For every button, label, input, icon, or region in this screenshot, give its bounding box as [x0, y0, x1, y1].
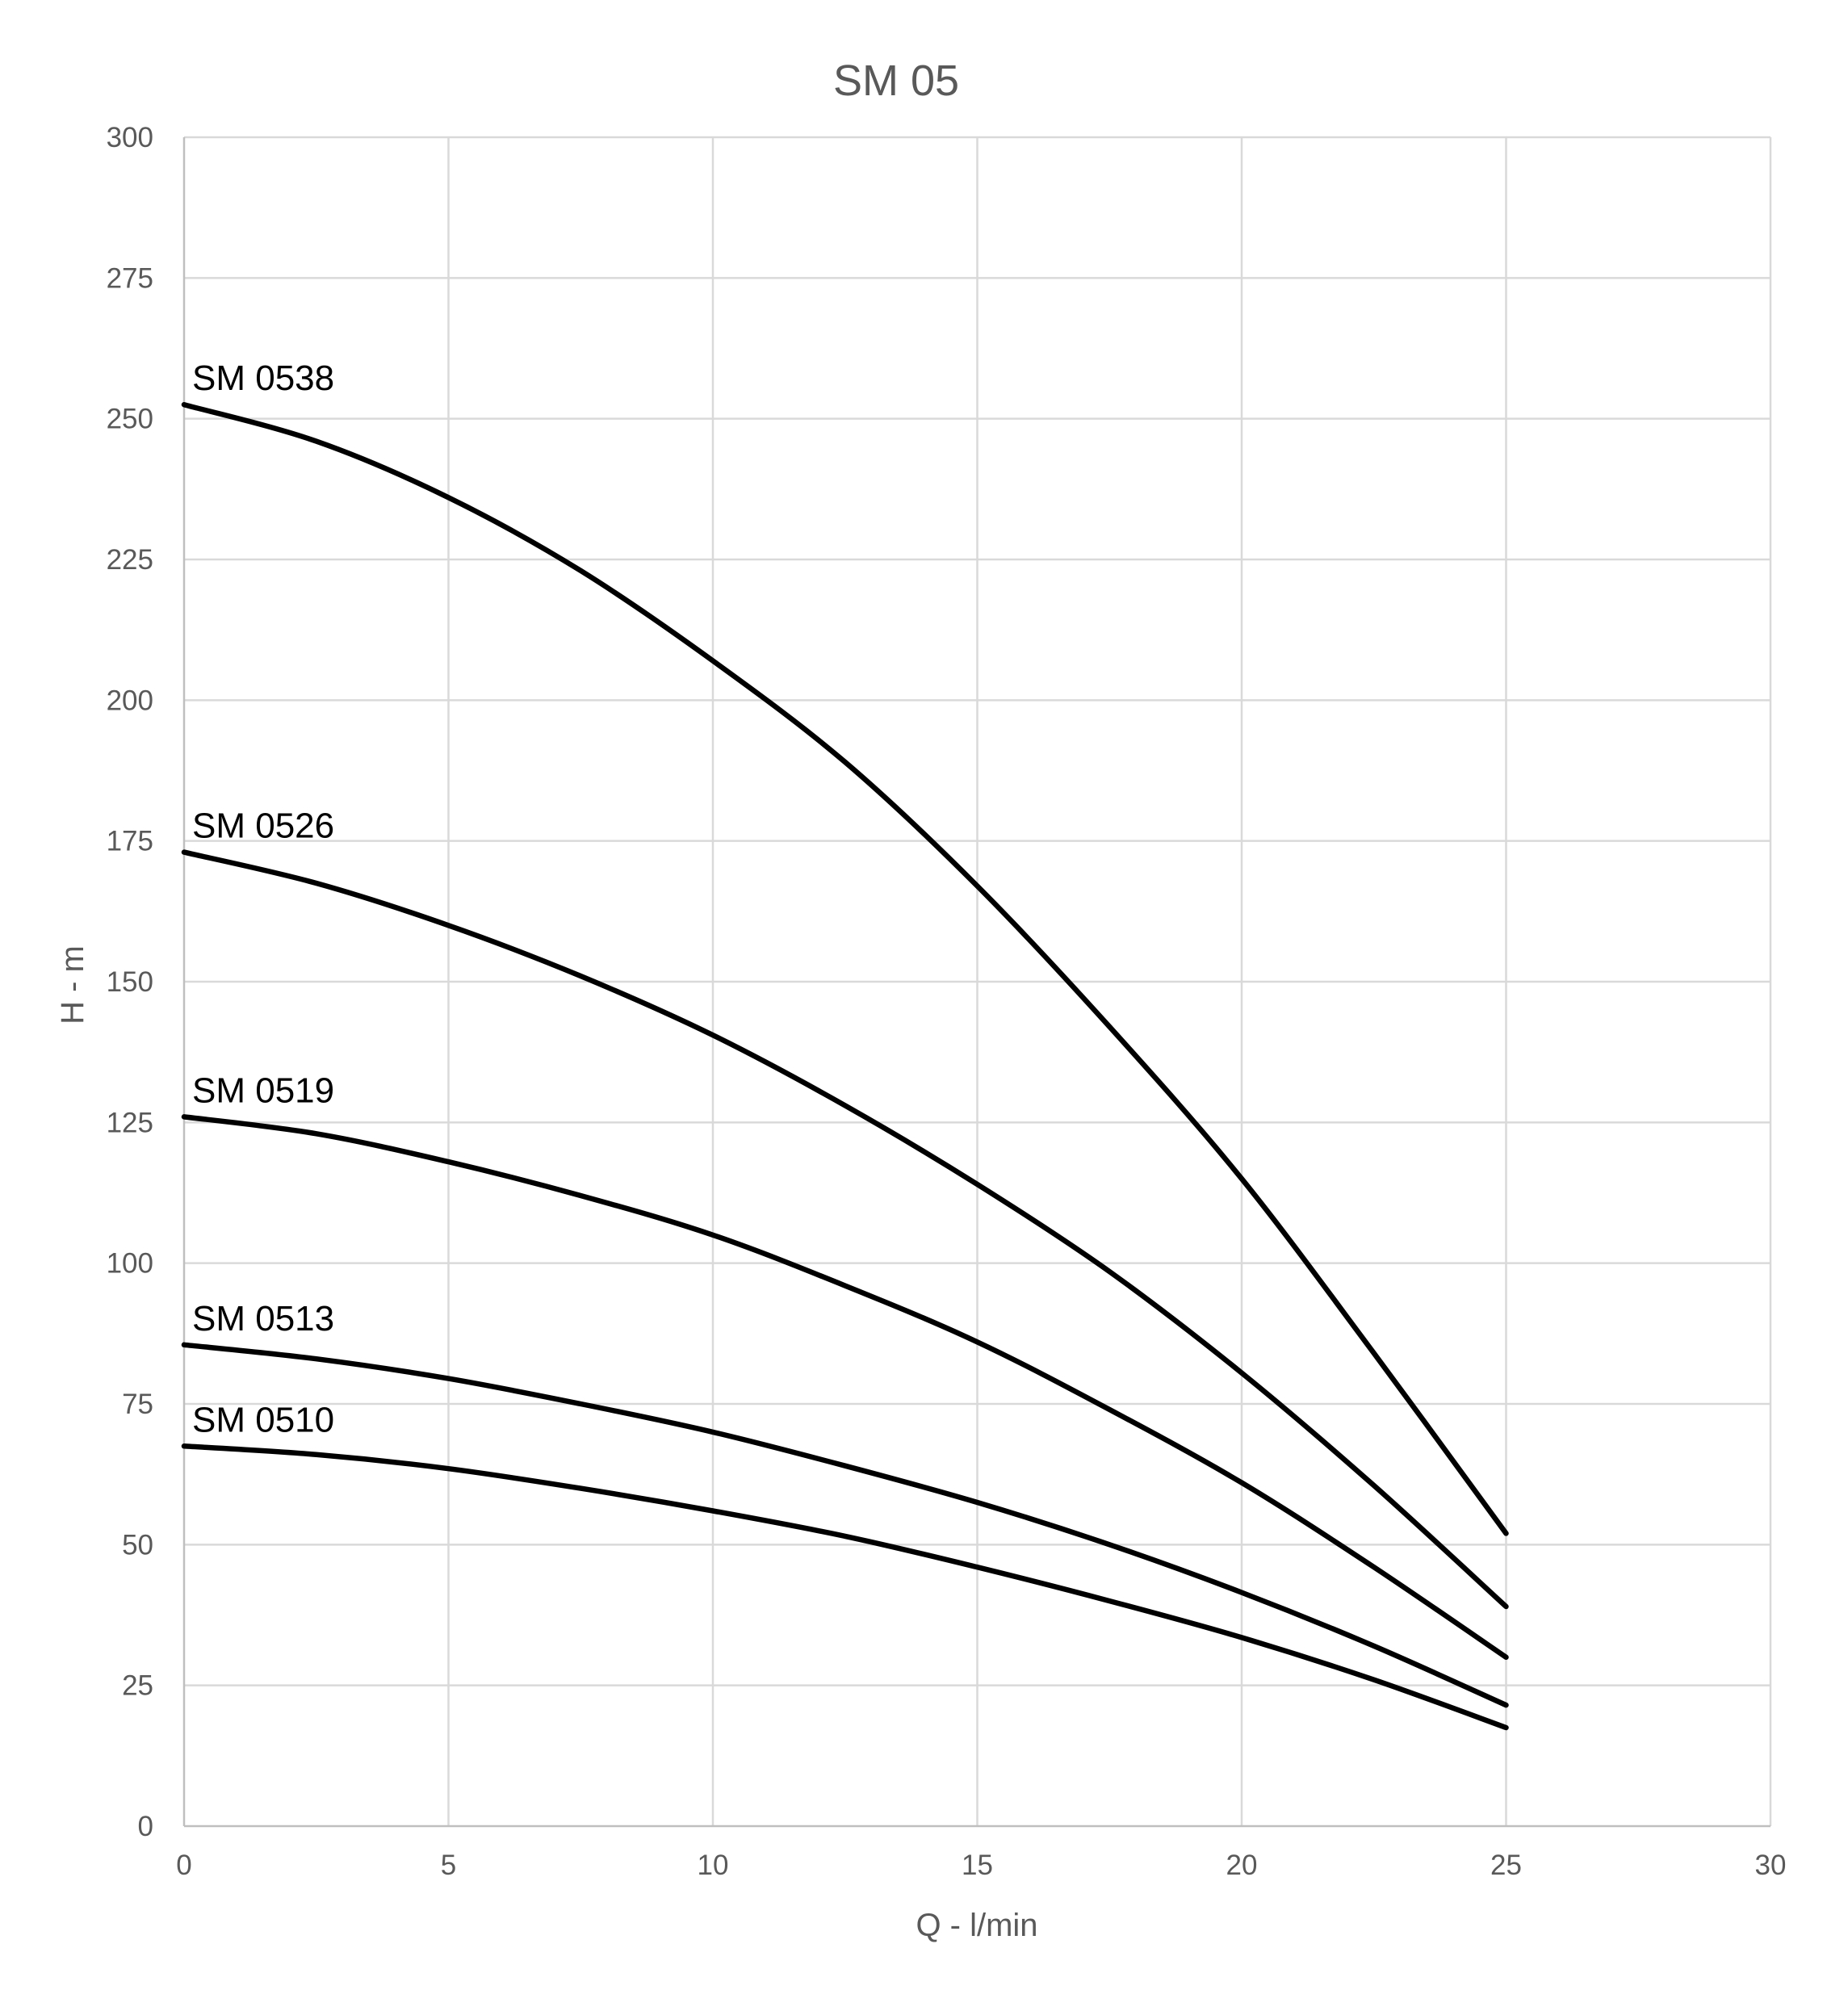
y-tick-label: 0	[138, 1811, 153, 1842]
y-tick-label: 275	[107, 262, 153, 294]
series-label: SM 0526	[192, 806, 334, 846]
series-line-sm-0510	[181, 1443, 1509, 1731]
x-tick-label: 30	[1755, 1850, 1787, 1881]
series-line-sm-0513	[181, 1342, 1509, 1708]
y-tick-label: 300	[107, 122, 153, 153]
y-tick-label: 25	[122, 1670, 153, 1702]
y-tick-label: 250	[107, 404, 153, 435]
x-tick-label: 10	[698, 1850, 729, 1881]
grid-layer	[184, 136, 1772, 1826]
x-tick-label: 5	[441, 1850, 456, 1881]
y-tick-label: 150	[107, 966, 153, 998]
x-tick-label: 0	[176, 1850, 191, 1881]
y-tick-label: 225	[107, 544, 153, 576]
x-tick-label: 15	[962, 1850, 993, 1881]
y-tick-label: 100	[107, 1248, 153, 1280]
series-line-sm-0526	[181, 849, 1509, 1610]
series-layer	[181, 401, 1509, 1731]
tick-label-layer: 0 25 50 75 100 125 150 175 200 225 250 275 300 0 5 10 15…	[107, 122, 1787, 1881]
series-label: SM 0538	[192, 358, 334, 398]
series-label: SM 0510	[192, 1400, 334, 1439]
series-label: SM 0513	[192, 1299, 334, 1339]
y-tick-label: 125	[107, 1107, 153, 1138]
y-axis-title: H - m	[55, 945, 90, 1024]
y-tick-label: 200	[107, 685, 153, 716]
x-axis-title: Q - l/min	[916, 1908, 1037, 1943]
y-tick-label: 75	[122, 1389, 153, 1420]
x-tick-label: 20	[1226, 1850, 1258, 1881]
series-line-sm-0538	[181, 401, 1509, 1536]
y-tick-label: 175	[107, 826, 153, 857]
series-label-layer: SM 0538 SM 0526 SM 0519 SM 0513 SM 0510	[192, 358, 334, 1439]
x-tick-label: 25	[1490, 1850, 1522, 1881]
series-label: SM 0519	[192, 1070, 334, 1110]
series-line-sm-0519	[181, 1114, 1509, 1661]
axis-layer	[182, 137, 1770, 1828]
chart-title: SM 05	[833, 57, 959, 105]
y-tick-label: 50	[122, 1529, 153, 1561]
